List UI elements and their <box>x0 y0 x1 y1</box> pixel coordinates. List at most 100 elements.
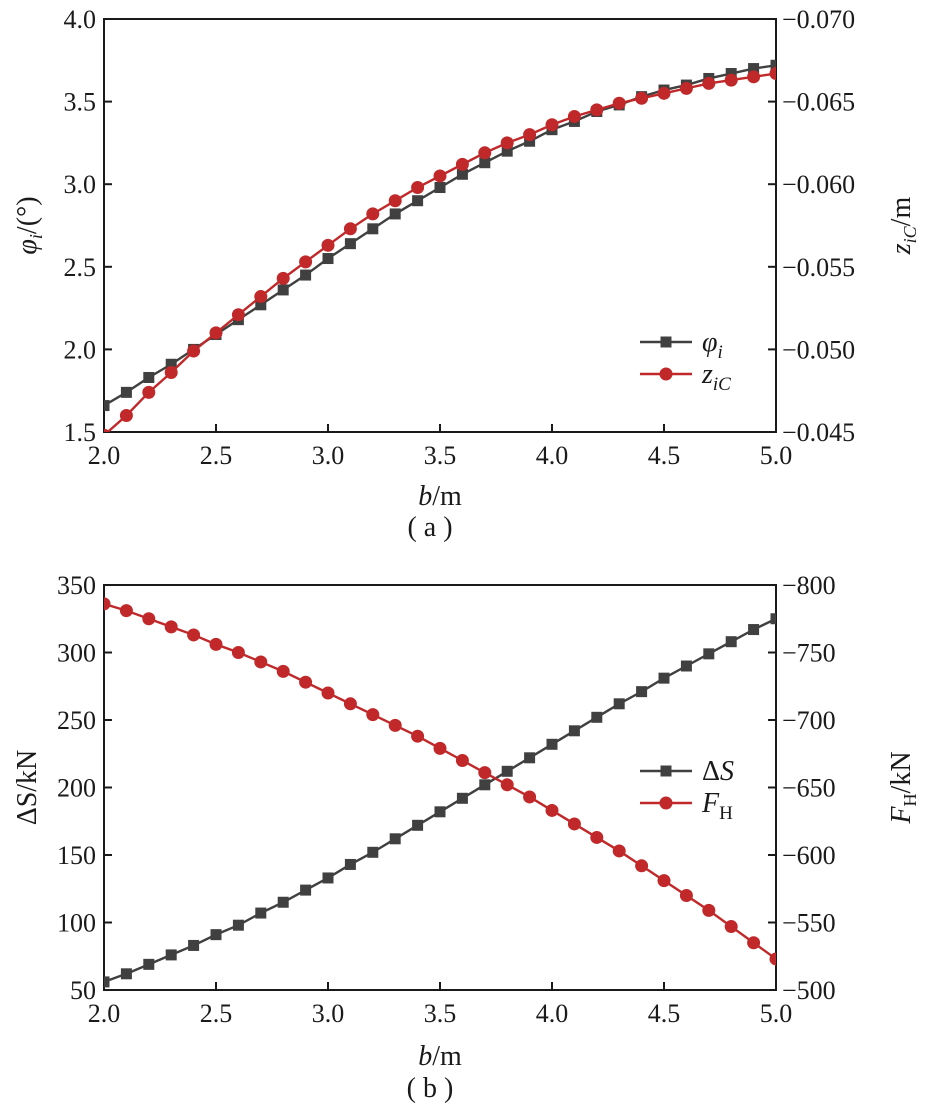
data-point-square <box>322 872 334 884</box>
data-point-square <box>143 958 155 970</box>
data-point-square <box>524 752 536 764</box>
panel-caption: ( b ) <box>407 1073 454 1104</box>
series-right <box>104 597 776 966</box>
data-point-square <box>188 939 200 951</box>
data-point-square <box>322 253 334 265</box>
y-left-tick-label: 300 <box>57 639 96 668</box>
data-point-circle <box>724 920 738 934</box>
x-tick-label: 2.5 <box>200 999 233 1028</box>
x-axis-label: b/m <box>418 481 462 512</box>
y-right-tick-label: −0.055 <box>782 253 855 282</box>
data-point-circle <box>747 70 761 84</box>
data-point-circle <box>545 118 559 132</box>
data-point-circle <box>433 169 447 183</box>
data-point-circle <box>702 76 716 90</box>
legend-marker-circle <box>659 367 673 381</box>
y-right-label-sub: iC <box>900 225 920 243</box>
data-point-square <box>568 725 580 737</box>
data-point-circle <box>657 874 671 888</box>
data-point-circle <box>455 754 469 767</box>
data-point-circle <box>119 604 133 618</box>
data-point-square <box>613 698 625 710</box>
data-point-circle <box>478 766 492 780</box>
y-right-label-var: F <box>886 806 917 825</box>
data-point-square <box>658 672 670 684</box>
x-tick-label: 3.5 <box>424 441 457 470</box>
data-point-circle <box>142 385 156 399</box>
y-right-label-var: z <box>886 243 917 255</box>
series-line <box>105 72 776 432</box>
legend-label: FH <box>701 788 733 824</box>
data-point-square <box>501 765 513 777</box>
series-left <box>104 613 776 988</box>
data-point-circle <box>769 952 776 966</box>
y-left-label-unit: /kN <box>12 750 43 792</box>
legend-label-var: φ <box>702 327 718 358</box>
y-left-tick-label: 3.0 <box>64 170 97 199</box>
y-right-tick-label: −700 <box>782 706 836 735</box>
data-point-circle <box>679 81 693 95</box>
legend-label-sub: H <box>719 803 733 824</box>
y-right-tick-label: −500 <box>782 976 836 1005</box>
legend-label-sub: iC <box>713 374 731 395</box>
y-right-tick-label: −0.050 <box>782 335 855 364</box>
data-point-circle <box>164 620 178 634</box>
data-point-square <box>770 59 776 71</box>
data-point-circle <box>209 637 223 651</box>
series-left <box>104 59 776 412</box>
chart-panel-b: 2.0 2.5 3.0 3.5 4.0 4.5 5.0 50 100 150 200 250 300 35… <box>12 571 920 1104</box>
data-point-square <box>277 284 289 296</box>
data-point-square <box>300 884 312 896</box>
data-point-square <box>725 636 737 648</box>
data-point-square <box>703 648 715 660</box>
legend-label: ΔS <box>702 756 734 787</box>
data-point-circle <box>276 664 290 678</box>
x-tick-label: 5.0 <box>760 441 793 470</box>
data-point-square <box>412 195 424 207</box>
data-point-circle <box>209 326 223 340</box>
x-tick-label: 4.5 <box>648 441 681 470</box>
y-right-label-unit: /kN <box>886 751 917 793</box>
series-line <box>104 64 776 407</box>
legend-label-var: Δ <box>702 756 720 787</box>
x-axis-label-var: b <box>418 1041 432 1072</box>
data-point-circle <box>343 697 357 711</box>
data-point-square <box>524 135 536 147</box>
data-point-square <box>770 613 776 625</box>
data-point-square <box>255 907 267 919</box>
x-axis-label-unit: /m <box>432 1041 462 1072</box>
data-point-circle <box>455 157 469 171</box>
legend-marker-circle <box>659 796 673 810</box>
data-point-square <box>389 833 401 845</box>
chart-panel-a: 2.0 2.5 3.0 3.5 4.0 4.5 5.01.52.02.53.03.54.0−… <box>12 5 920 543</box>
data-point-circle <box>366 708 380 722</box>
data-point-square <box>255 299 267 311</box>
y-left-tick-label: 100 <box>57 909 96 938</box>
data-point-square <box>434 806 446 818</box>
legend-label-sub: i <box>718 342 723 363</box>
data-point-circle <box>231 308 245 322</box>
data-point-circle <box>388 718 402 732</box>
data-point-circle <box>164 366 178 380</box>
data-point-circle <box>343 222 357 236</box>
y-left-label-unit: /(°) <box>12 196 43 234</box>
data-point-circle <box>523 790 537 804</box>
x-axis-label-unit: /m <box>432 481 462 512</box>
data-point-square <box>389 208 401 220</box>
y-left-tick-label: 2.0 <box>64 335 97 364</box>
x-axis-label: b/m <box>418 1041 462 1072</box>
plot-frame <box>103 18 777 433</box>
data-point-circle <box>702 903 716 917</box>
data-point-square <box>479 779 491 791</box>
data-point-circle <box>104 597 111 611</box>
data-point-square <box>748 624 760 636</box>
data-point-circle <box>612 844 626 858</box>
data-point-square <box>232 919 244 931</box>
x-tick-label: 3.0 <box>312 999 345 1028</box>
series-line <box>104 617 776 984</box>
data-point-circle <box>321 238 335 252</box>
data-point-square <box>680 660 692 672</box>
y-left-tick-label: 1.5 <box>64 418 97 447</box>
